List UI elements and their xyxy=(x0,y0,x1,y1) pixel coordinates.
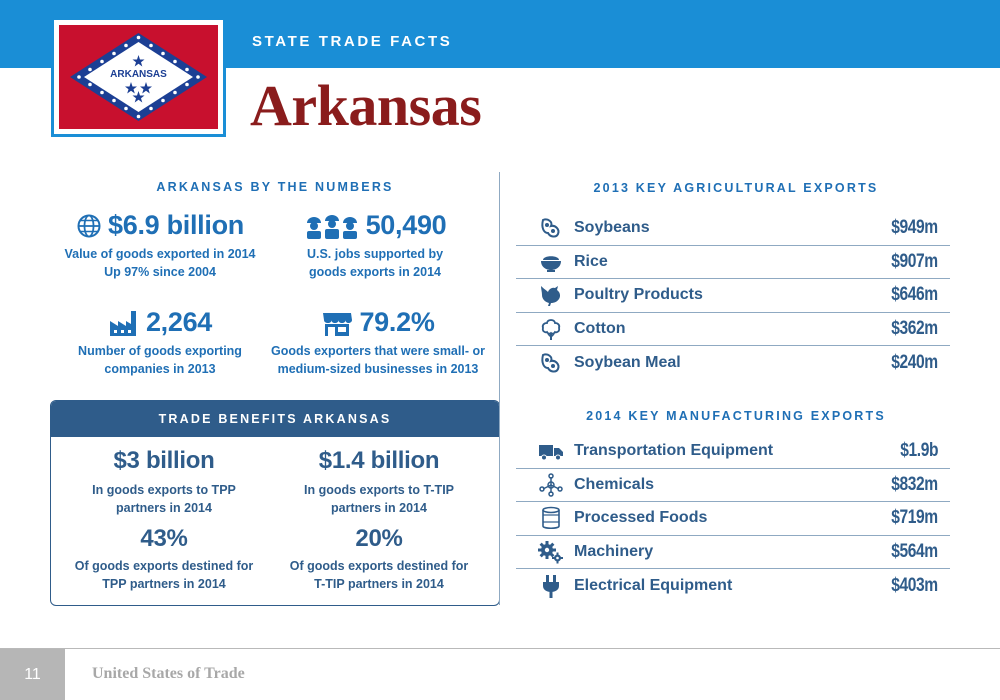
benefit-description: T-TIP partners in 2014 xyxy=(314,577,444,591)
agricultural-exports-heading: 2013 KEY AGRICULTURAL EXPORTS xyxy=(593,181,879,195)
export-value: $1.9b xyxy=(900,440,938,462)
truck-icon xyxy=(539,445,563,461)
list-item: Cotton $362m xyxy=(516,313,950,346)
export-value: $907m xyxy=(891,250,939,272)
stat-exporting-companies: 2,264 Number of goods exporting companie… xyxy=(50,307,270,378)
stat-description: U.S. jobs supported by xyxy=(306,247,444,261)
export-label: Cotton xyxy=(574,319,626,337)
list-item: Processed Foods $719m xyxy=(516,502,950,536)
stat-jobs-supported: 50,490 U.S. jobs supported by goods expo… xyxy=(265,210,485,281)
page-footer: 11 United States of Trade xyxy=(0,648,1000,700)
trade-benefits-panel: TRADE BENEFITS ARKANSAS $3 billion In go… xyxy=(50,400,500,606)
agricultural-exports-list: Soybeans $949m Rice $907m Poultry Produc… xyxy=(516,212,950,380)
export-label: Soybean Meal xyxy=(574,353,681,371)
arkansas-flag-icon: ARKANSAS xyxy=(59,25,218,129)
list-item: Electrical Equipment $403m xyxy=(516,569,950,603)
can-icon xyxy=(542,506,560,530)
export-value: $564m xyxy=(891,540,939,562)
manufacturing-exports-heading: 2014 KEY MANUFACTURING EXPORTS xyxy=(586,409,886,423)
benefit-description: partners in 2014 xyxy=(331,501,427,515)
trade-benefits-heading: TRADE BENEFITS ARKANSAS xyxy=(51,401,499,437)
export-value: $949m xyxy=(891,217,939,239)
benefit-tpp-share: 43% Of goods exports destined for TPP pa… xyxy=(59,525,269,593)
chicken-icon xyxy=(541,286,561,307)
stat-exports-value: $6.9 billion Value of goods exported in … xyxy=(50,210,270,281)
export-value: $719m xyxy=(891,507,939,529)
benefit-value: $3 billion xyxy=(113,447,215,474)
export-label: Soybeans xyxy=(574,219,650,237)
storefront-icon xyxy=(323,312,353,336)
export-label: Transportation Equipment xyxy=(574,442,774,460)
rice-bowl-icon xyxy=(541,256,561,272)
page-number: 11 xyxy=(0,649,65,700)
export-value: $403m xyxy=(891,574,939,596)
benefit-description: Of goods exports destined for xyxy=(74,559,254,573)
stat-description: Up 97% since 2004 xyxy=(104,265,216,279)
stat-description: goods exports in 2014 xyxy=(309,265,441,279)
stat-value: 79.2% xyxy=(359,307,435,337)
stat-value: 50,490 xyxy=(365,210,447,240)
benefit-value: 43% xyxy=(140,525,188,552)
benefit-ttip-share: 20% Of goods exports destined for T-TIP … xyxy=(274,525,484,593)
by-the-numbers-heading: ARKANSAS BY THE NUMBERS xyxy=(156,180,394,194)
plug-icon xyxy=(543,574,559,598)
stat-description: Goods exporters that were small- or xyxy=(271,344,485,358)
column-divider xyxy=(499,172,500,605)
cotton-icon xyxy=(541,318,561,340)
benefit-description: In goods exports to T-TIP xyxy=(304,483,454,497)
stat-value: $6.9 billion xyxy=(108,210,244,240)
export-label: Processed Foods xyxy=(574,509,708,527)
list-item: Transportation Equipment $1.9b xyxy=(516,435,950,469)
benefit-description: In goods exports to TPP xyxy=(92,483,236,497)
list-top-spacer xyxy=(516,212,950,213)
list-item: Soybean Meal $240m xyxy=(516,346,950,380)
export-value: $240m xyxy=(891,351,939,373)
stat-value: 2,264 xyxy=(145,307,213,337)
export-label: Machinery xyxy=(574,542,654,560)
export-value: $832m xyxy=(891,473,939,495)
soybean-icon xyxy=(541,353,560,373)
benefit-value: $1.4 billion xyxy=(318,447,440,474)
stat-description: Value of goods exported in 2014 xyxy=(64,247,256,261)
stat-small-medium-businesses: 79.2% Goods exporters that were small- o… xyxy=(263,307,493,378)
export-label: Poultry Products xyxy=(574,286,703,304)
soybean-icon xyxy=(541,218,560,238)
list-item: Rice $907m xyxy=(516,246,950,279)
stat-description: companies in 2013 xyxy=(104,362,216,376)
factory-icon xyxy=(109,310,136,336)
benefit-value: 20% xyxy=(355,525,403,552)
benefit-description: partners in 2014 xyxy=(116,501,212,515)
benefit-tpp-exports: $3 billion In goods exports to TPP partn… xyxy=(59,447,269,517)
workers-icon xyxy=(306,214,357,239)
publication-title: United States of Trade xyxy=(92,665,245,682)
page-title: Arkansas xyxy=(250,73,482,138)
state-flag: ARKANSAS xyxy=(51,17,226,137)
benefit-ttip-exports: $1.4 billion In goods exports to T-TIP p… xyxy=(274,447,484,517)
export-label: Rice xyxy=(574,252,608,270)
stat-description: medium-sized businesses in 2013 xyxy=(277,362,479,376)
export-value: $646m xyxy=(891,284,939,306)
list-item: Poultry Products $646m xyxy=(516,279,950,313)
export-label: Chemicals xyxy=(574,475,655,493)
eyebrow-label: STATE TRADE FACTS xyxy=(252,33,453,50)
list-item: Chemicals $832m xyxy=(516,469,950,502)
globe-icon xyxy=(77,214,101,237)
list-item: Soybeans $949m xyxy=(516,212,950,246)
gears-icon xyxy=(538,540,563,564)
flag-text: ARKANSAS xyxy=(110,69,167,80)
export-value: $362m xyxy=(891,317,939,339)
molecule-icon xyxy=(539,473,563,497)
list-item: Machinery $564m xyxy=(516,536,950,569)
benefit-description: Of goods exports destined for xyxy=(289,559,469,573)
export-label: Electrical Equipment xyxy=(574,576,733,594)
benefit-description: TPP partners in 2014 xyxy=(102,577,226,591)
manufacturing-exports-list: Transportation Equipment $1.9b Chemicals… xyxy=(516,435,950,603)
stat-description: Number of goods exporting xyxy=(78,344,242,358)
